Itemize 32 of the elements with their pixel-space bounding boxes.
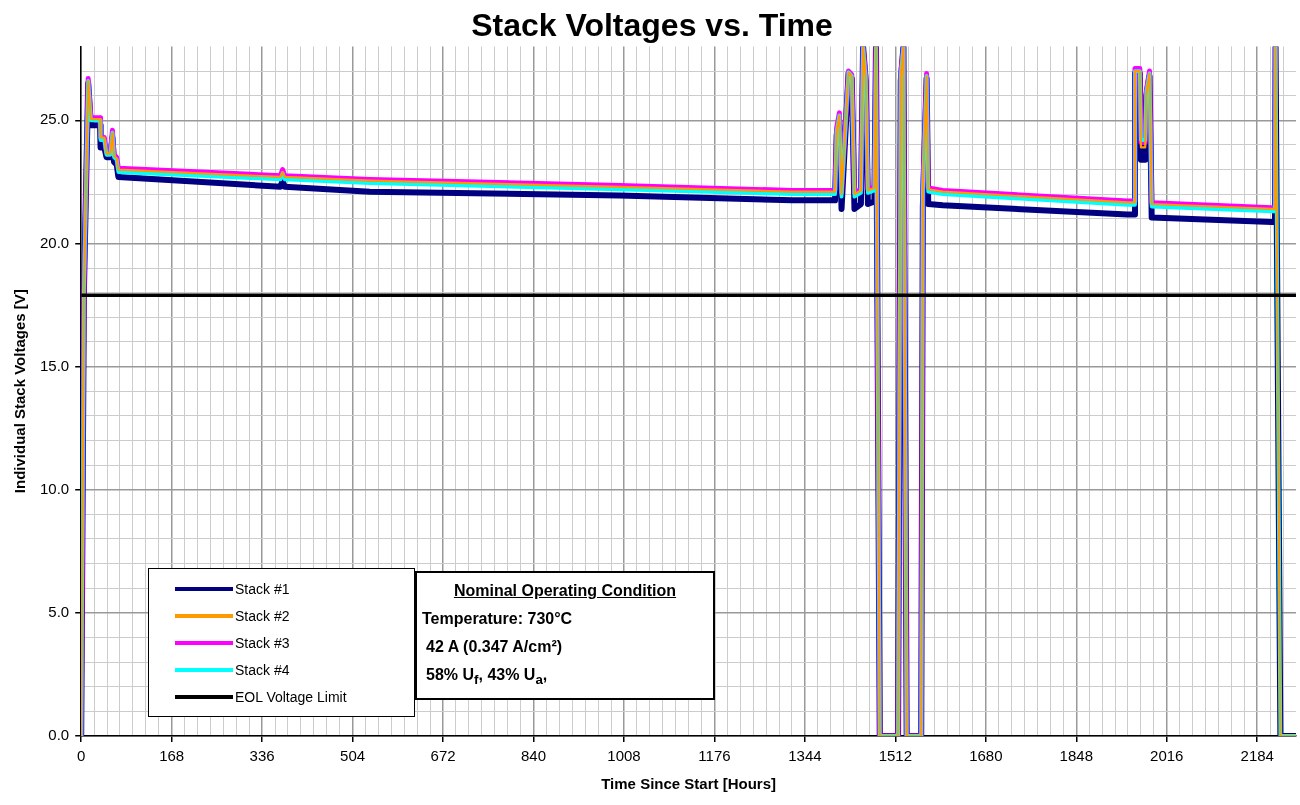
- x-tick-label: 2184: [1240, 747, 1274, 765]
- legend-label: Stack #1: [235, 580, 290, 597]
- legend-label: EOL Voltage Limit: [235, 688, 347, 705]
- y-axis-title: Individual Stack Voltages [V]: [11, 289, 29, 494]
- x-tick-label: 1848: [1059, 747, 1093, 765]
- x-tick-label: 672: [430, 747, 456, 765]
- annotation: Temperature: 730°C: [422, 609, 574, 629]
- y-tick-label: 0.0: [48, 726, 70, 744]
- annotation: Nominal Operating Condition: [452, 581, 678, 601]
- x-tick-label: 0: [77, 747, 86, 765]
- x-axis-title: Time Since Start [Hours]: [601, 775, 776, 793]
- legend-label: Stack #3: [235, 634, 290, 651]
- y-tick-label: 5.0: [48, 603, 70, 620]
- annotation: 42 A (0.347 A/cm²): [425, 637, 564, 657]
- y-tick-label: 15.0: [39, 356, 70, 374]
- legend-label: Stack #2: [235, 607, 290, 624]
- y-tick-label: 25.0: [39, 110, 70, 128]
- x-tick-label: 336: [249, 747, 275, 765]
- x-tick-label: 2016: [1150, 747, 1184, 765]
- chart-title: Stack Voltages vs. Time: [471, 7, 833, 44]
- x-tick-label: 1680: [969, 747, 1003, 765]
- x-tick-label: 504: [340, 747, 366, 765]
- x-tick-label: 1176: [698, 747, 731, 765]
- x-tick-label: 168: [159, 747, 185, 765]
- annotation: 58% U$_{f}$, 43% U$_{a}$,: [425, 665, 549, 690]
- y-tick-label: 20.0: [39, 233, 70, 251]
- x-tick-label: 1008: [607, 747, 641, 765]
- x-tick-label: 1512: [878, 747, 913, 765]
- x-tick-label: 840: [521, 747, 547, 765]
- legend-label: Stack #4: [235, 661, 290, 678]
- x-tick-label: 1344: [788, 747, 822, 765]
- y-tick-label: 10.0: [39, 479, 70, 497]
